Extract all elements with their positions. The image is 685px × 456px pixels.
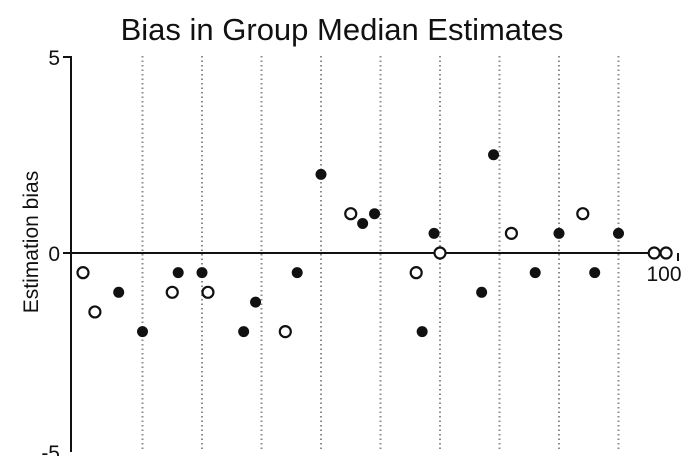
x-tick-label-100: 100 [646,263,681,286]
open-point-6 [344,207,358,221]
filled-point-12 [428,227,440,239]
open-point-12 [659,246,673,260]
filled-point-13 [476,286,488,298]
open-point-2 [88,305,102,319]
filled-point-1 [113,286,125,298]
y-tick-label-0: 0 [48,243,60,266]
open-point-8 [433,246,447,260]
filled-point-7 [291,267,303,279]
open-point-11 [647,246,661,260]
y-tick-label-minus-5: -5 [41,442,60,456]
open-point-3 [165,285,179,299]
open-point-10 [576,207,590,221]
filled-point-17 [589,267,601,279]
open-point-9 [504,226,518,240]
filled-point-9 [357,218,369,230]
filled-point-8 [315,168,327,180]
filled-point-15 [529,267,541,279]
filled-point-3 [172,267,184,279]
y-axis-label: Estimation bias [20,171,43,313]
chart-title: Bias in Group Median Estimates [121,12,564,47]
open-point-5 [278,325,292,339]
data-points [76,149,673,339]
open-point-1 [76,266,90,280]
open-point-4 [201,285,215,299]
open-point-7 [409,266,423,280]
filled-point-16 [553,227,565,239]
filled-point-18 [613,227,624,239]
filled-point-6 [250,296,262,308]
filled-point-2 [137,326,148,338]
filled-point-10 [369,208,381,220]
filled-point-4 [196,267,208,279]
filled-point-5 [238,326,250,338]
y-tick-label-5: 5 [48,47,60,70]
filled-point-14 [488,149,500,161]
filled-point-11 [416,326,428,338]
